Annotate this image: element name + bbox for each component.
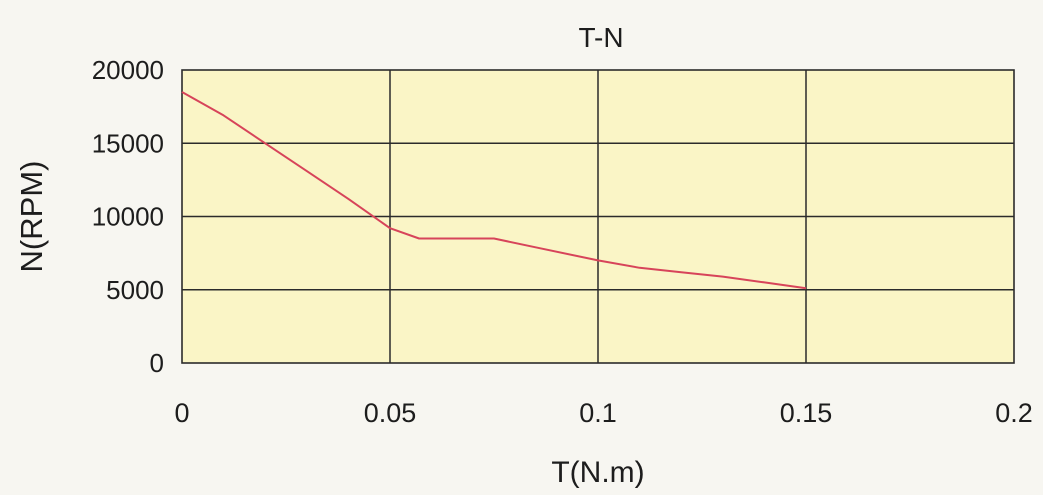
x-tick-label: 0.05 [364,398,417,428]
x-tick-label: 0.15 [780,398,833,428]
y-axis-label: N(RPM) [14,161,49,273]
series-line [181,91,807,290]
y-tick-label: 20000 [92,55,164,85]
x-axis-label: T(N.m) [551,456,644,489]
y-tick-label: 10000 [92,202,164,232]
x-tick-label: 0.2 [995,398,1033,428]
y-tick-label: 0 [150,348,164,378]
y-tick-label: 5000 [106,275,164,305]
series-group [181,91,807,290]
grid-lines [182,70,1014,363]
x-tick-label: 0.1 [579,398,617,428]
x-tick-label: 0 [174,398,189,428]
tick-labels: 0 0.05 0.1 0.15 0.2 0 5000 10000 15000 20000 [92,55,1033,428]
chart-title: T-N [578,22,623,53]
y-tick-label: 15000 [92,128,164,158]
